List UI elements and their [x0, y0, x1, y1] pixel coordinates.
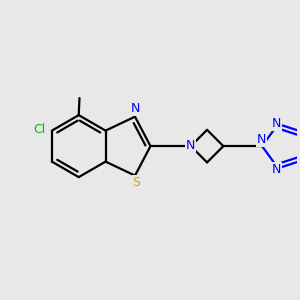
Text: Cl: Cl: [33, 123, 46, 136]
Text: N: N: [186, 139, 196, 152]
Text: N: N: [272, 117, 281, 130]
Text: N: N: [131, 102, 140, 116]
Text: S: S: [133, 176, 140, 189]
Text: N: N: [256, 133, 266, 146]
Text: N: N: [272, 163, 281, 176]
